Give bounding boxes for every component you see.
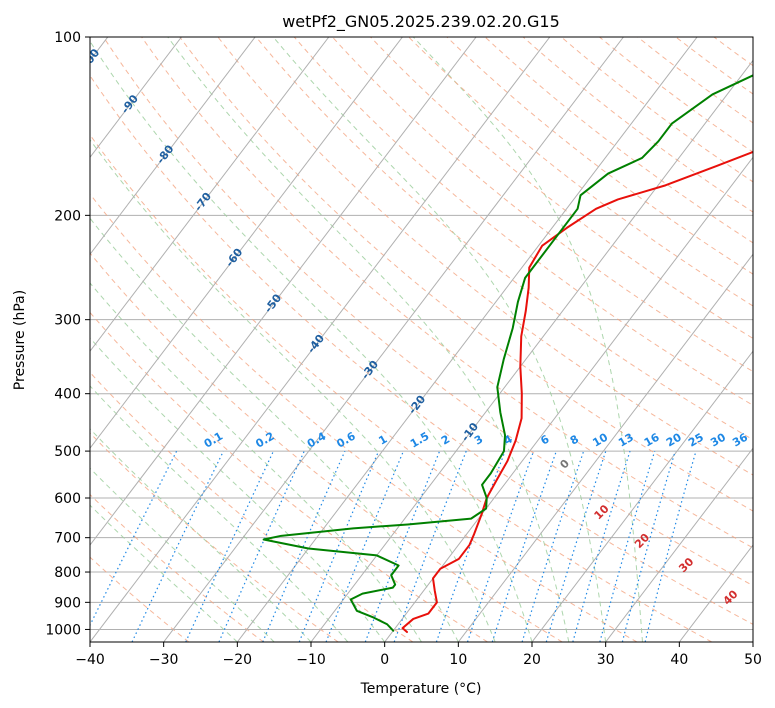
dry-adiabat-line	[90, 193, 638, 642]
mixing-ratio-line	[185, 450, 275, 642]
x-tick-label: −20	[223, 652, 253, 668]
moist-adiabat-line	[90, 385, 349, 642]
isotherm-line	[384, 156, 753, 642]
dry-adiabat-line	[484, 37, 753, 244]
x-tick-label: 40	[670, 652, 688, 668]
x-axis-title: Temperature (°C)	[360, 681, 482, 697]
isotherm-line	[90, 37, 477, 546]
dry-adiabat-line	[90, 134, 712, 642]
dry-adiabat-line	[90, 74, 753, 625]
isotherm-line	[90, 37, 256, 256]
plot-area	[90, 37, 753, 642]
plot-frame	[89, 36, 754, 643]
isotherm-line	[163, 37, 624, 642]
isotherm-line	[457, 253, 753, 642]
y-tick-label: 500	[54, 444, 81, 460]
x-tick-label: 30	[597, 652, 615, 668]
dry-adiabat-line	[293, 37, 753, 406]
mixing-ratio-line	[364, 450, 441, 642]
dry-adiabat-line	[179, 37, 753, 512]
mixing-ratio-line	[545, 450, 607, 642]
mixing-ratio-line	[466, 450, 535, 642]
profile-series	[262, 74, 753, 634]
mixing-ratio-line	[393, 450, 467, 642]
isotherm-line	[90, 37, 182, 159]
mixing-ratio-line	[572, 450, 631, 642]
y-axis-ticks: 100 200 300 400 500 600 700 800 900 1000	[45, 30, 90, 638]
x-tick-label: 50	[744, 652, 762, 668]
mixing-ratio-line	[131, 450, 224, 642]
temperature-profile-line	[401, 150, 753, 634]
y-tick-label: 300	[54, 313, 81, 329]
chart-title: wetPf2_GN05.2025.239.02.20.G15	[282, 12, 560, 32]
isotherm-line	[90, 37, 330, 353]
y-tick-label: 400	[54, 387, 81, 403]
dry-adiabat-line	[255, 37, 753, 441]
isotherm-line	[90, 37, 403, 449]
mixing-ratio-lines	[90, 450, 697, 642]
dry-adiabat-line	[90, 252, 563, 642]
y-tick-label: 1000	[45, 622, 81, 638]
dry-adiabat-line	[446, 37, 753, 275]
x-tick-label: −10	[296, 652, 326, 668]
x-axis-ticks: −40 −30 −20 −10 0 10 20 30 40 50	[75, 642, 762, 668]
isotherm-line	[531, 350, 753, 642]
x-tick-label: −40	[75, 652, 105, 668]
dry-adiabat-line	[103, 37, 753, 587]
isotherm-line	[236, 37, 698, 642]
dry-adiabat-line	[90, 432, 339, 642]
dry-adiabat-line	[522, 37, 753, 213]
isotherm-line	[90, 37, 551, 642]
mixing-ratio-line	[521, 450, 585, 642]
y-tick-label: 600	[54, 491, 81, 507]
dry-adiabat-line	[141, 37, 753, 549]
moist-adiabat-line	[90, 467, 275, 642]
moist-adiabat-line	[90, 138, 496, 642]
y-tick-label: 800	[54, 565, 81, 581]
isotherm-line	[310, 59, 753, 642]
dry-adiabat-line	[408, 37, 753, 307]
y-axis-title: Pressure (hPa)	[12, 290, 28, 390]
moist-adiabat-line	[90, 40, 533, 642]
y-tick-label: 200	[54, 208, 81, 224]
mixing-ratio-line	[491, 450, 557, 642]
x-tick-label: 20	[523, 652, 541, 668]
thermodynamic-background	[90, 37, 753, 642]
x-tick-label: −30	[149, 652, 179, 668]
y-tick-label: 100	[54, 30, 81, 46]
mixing-ratio-line	[599, 450, 656, 642]
y-tick-label: 900	[54, 595, 81, 611]
y-tick-label: 700	[54, 531, 81, 547]
dewpoint-profile-line	[262, 74, 753, 632]
isotherms	[90, 37, 753, 642]
moist-adiabat-line	[412, 37, 643, 642]
x-tick-label: 0	[380, 652, 389, 668]
x-tick-label: 10	[449, 652, 467, 668]
moist-adiabat-line	[272, 37, 607, 642]
isotherm-line	[605, 447, 753, 642]
